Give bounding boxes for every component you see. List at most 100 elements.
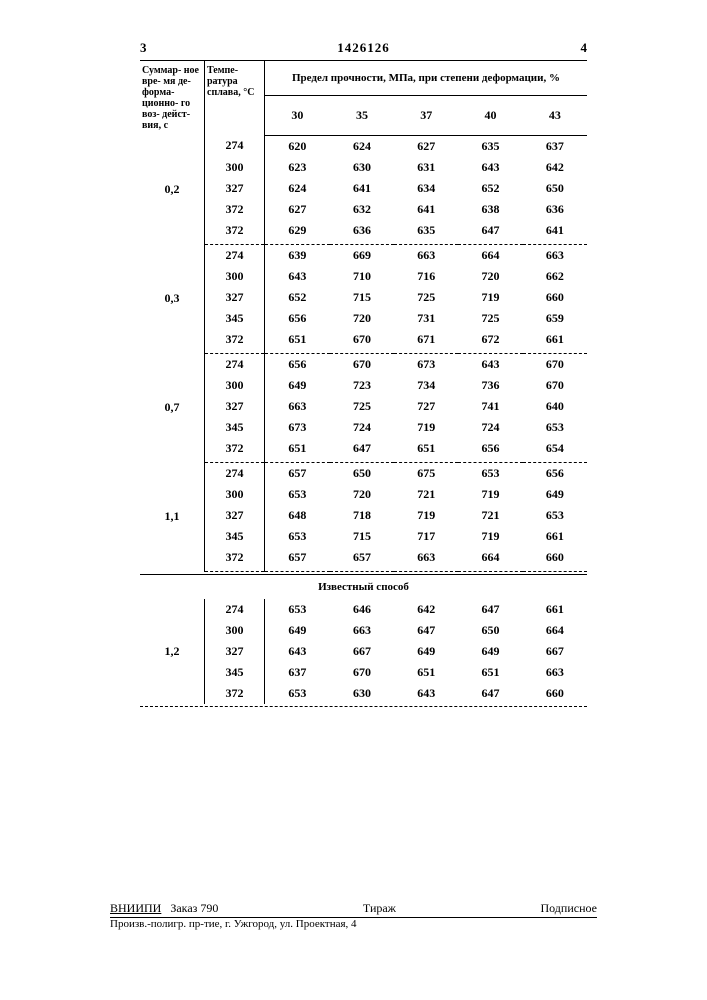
value-cell: 663 — [523, 662, 587, 683]
table-row: 300623630631643642 — [140, 157, 587, 178]
sub-header-3: 40 — [458, 95, 522, 135]
value-cell: 642 — [523, 157, 587, 178]
value-cell: 638 — [458, 199, 522, 220]
temp-cell: 345 — [205, 662, 265, 683]
value-cell: 675 — [394, 462, 458, 484]
value-cell: 647 — [394, 620, 458, 641]
value-cell: 630 — [330, 683, 394, 704]
value-cell: 640 — [523, 396, 587, 417]
bottom-dash — [140, 706, 587, 707]
value-cell: 667 — [523, 641, 587, 662]
value-cell: 634 — [394, 178, 458, 199]
temp-cell: 274 — [205, 244, 265, 266]
value-cell: 721 — [458, 505, 522, 526]
temp-cell: 327 — [205, 287, 265, 308]
value-cell: 670 — [330, 353, 394, 375]
known-label-row: Известный способ — [140, 574, 587, 599]
table-row: 1,2274653646642647661 — [140, 599, 587, 620]
footer-org: ВНИИПИ — [110, 901, 161, 915]
table-row: 1,1274657650675653656 — [140, 462, 587, 484]
value-cell: 657 — [265, 462, 330, 484]
value-cell: 725 — [394, 287, 458, 308]
table-row: 345653715717719661 — [140, 526, 587, 547]
value-cell: 663 — [330, 620, 394, 641]
temp-cell: 327 — [205, 396, 265, 417]
value-cell: 620 — [265, 135, 330, 157]
temp-cell: 372 — [205, 220, 265, 245]
value-cell: 715 — [330, 287, 394, 308]
value-cell: 647 — [458, 599, 522, 620]
temp-cell: 274 — [205, 599, 265, 620]
value-cell: 652 — [458, 178, 522, 199]
value-cell: 623 — [265, 157, 330, 178]
value-cell: 657 — [265, 547, 330, 572]
table-row: 327663725727741640 — [140, 396, 587, 417]
value-cell: 727 — [394, 396, 458, 417]
table-row: 0,7274656670673643670 — [140, 353, 587, 375]
value-cell: 654 — [523, 438, 587, 463]
table-row: 345656720731725659 — [140, 308, 587, 329]
group-label: 1,1 — [140, 462, 205, 571]
table-row: 372657657663664660 — [140, 547, 587, 572]
value-cell: 673 — [394, 353, 458, 375]
value-cell: 653 — [523, 505, 587, 526]
value-cell: 653 — [458, 462, 522, 484]
value-cell: 631 — [394, 157, 458, 178]
temp-cell: 327 — [205, 505, 265, 526]
value-cell: 710 — [330, 266, 394, 287]
value-cell: 651 — [458, 662, 522, 683]
value-cell: 656 — [265, 353, 330, 375]
value-cell: 643 — [458, 353, 522, 375]
value-cell: 656 — [458, 438, 522, 463]
value-cell: 671 — [394, 329, 458, 354]
table-row: 372629636635647641 — [140, 220, 587, 245]
value-cell: 719 — [458, 526, 522, 547]
table-row: 300649663647650664 — [140, 620, 587, 641]
value-cell: 667 — [330, 641, 394, 662]
value-cell: 627 — [394, 135, 458, 157]
page-num-right: 4 — [581, 40, 588, 56]
group-label: 0,2 — [140, 135, 205, 244]
value-cell: 670 — [330, 329, 394, 354]
value-cell: 719 — [458, 484, 522, 505]
value-cell: 647 — [458, 683, 522, 704]
value-cell: 720 — [330, 484, 394, 505]
value-cell: 632 — [330, 199, 394, 220]
value-cell: 660 — [523, 683, 587, 704]
value-cell: 652 — [265, 287, 330, 308]
value-cell: 636 — [330, 220, 394, 245]
table-row: 0,2274620624627635637 — [140, 135, 587, 157]
temp-cell: 372 — [205, 683, 265, 704]
col1-header: Суммар- ное вре- мя де- форма- ционно- г… — [140, 61, 205, 136]
value-cell: 664 — [458, 547, 522, 572]
value-cell: 641 — [394, 199, 458, 220]
temp-cell: 274 — [205, 353, 265, 375]
value-cell: 649 — [458, 641, 522, 662]
value-cell: 672 — [458, 329, 522, 354]
temp-cell: 372 — [205, 199, 265, 220]
value-cell: 718 — [330, 505, 394, 526]
temp-cell: 274 — [205, 135, 265, 157]
value-cell: 719 — [458, 287, 522, 308]
footer-tirazh: Тираж — [363, 901, 396, 916]
value-cell: 647 — [458, 220, 522, 245]
temp-cell: 345 — [205, 417, 265, 438]
table-row: 372627632641638636 — [140, 199, 587, 220]
temp-cell: 300 — [205, 375, 265, 396]
value-cell: 661 — [523, 599, 587, 620]
sub-header-4: 43 — [523, 95, 587, 135]
data-table: Суммар- ное вре- мя де- форма- ционно- г… — [140, 60, 587, 704]
value-cell: 741 — [458, 396, 522, 417]
value-cell: 663 — [523, 244, 587, 266]
footer-order: Заказ 790 — [170, 901, 218, 915]
value-cell: 630 — [330, 157, 394, 178]
temp-cell: 300 — [205, 484, 265, 505]
value-cell: 650 — [523, 178, 587, 199]
value-cell: 649 — [265, 620, 330, 641]
value-cell: 670 — [523, 353, 587, 375]
value-cell: 721 — [394, 484, 458, 505]
value-cell: 624 — [330, 135, 394, 157]
value-cell: 719 — [394, 505, 458, 526]
footer: ВНИИПИ Заказ 790 Тираж Подписное Произв.… — [110, 901, 597, 930]
table-body: 0,22746206246276356373006236306316436423… — [140, 135, 587, 704]
